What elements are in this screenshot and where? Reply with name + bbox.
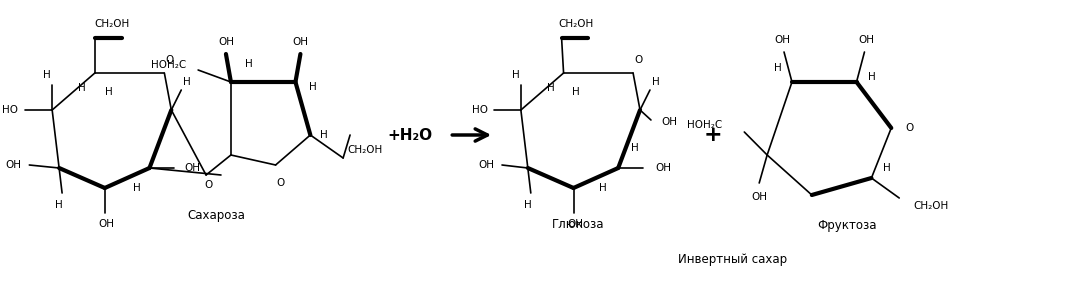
Text: H: H xyxy=(512,70,519,80)
Text: Глюкоза: Глюкоза xyxy=(553,218,605,231)
Text: OH: OH xyxy=(99,219,115,229)
Text: OH: OH xyxy=(568,219,584,229)
Text: H: H xyxy=(883,163,892,173)
Text: H: H xyxy=(572,87,579,97)
Text: CH₂OH: CH₂OH xyxy=(348,145,383,155)
Text: H: H xyxy=(55,200,63,210)
Text: H: H xyxy=(631,143,638,153)
Text: H: H xyxy=(547,83,555,93)
Text: CH₂OH: CH₂OH xyxy=(559,19,594,29)
Text: H: H xyxy=(524,200,532,210)
Text: H: H xyxy=(183,77,191,87)
Text: H: H xyxy=(321,130,328,140)
Text: Сахароза: Сахароза xyxy=(187,208,245,222)
Text: H: H xyxy=(245,59,252,69)
Text: H: H xyxy=(105,87,113,97)
Text: O: O xyxy=(634,55,642,65)
Text: +H₂O: +H₂O xyxy=(387,128,432,143)
Text: CH₂OH: CH₂OH xyxy=(94,19,130,29)
Text: HO: HO xyxy=(472,105,488,115)
Text: OH: OH xyxy=(661,117,677,127)
Text: O: O xyxy=(905,123,913,133)
Text: O: O xyxy=(165,55,174,65)
Text: Фруктоза: Фруктоза xyxy=(817,218,877,231)
Text: H: H xyxy=(868,72,876,82)
Text: HO: HO xyxy=(2,105,18,115)
Text: H: H xyxy=(775,63,782,73)
Text: OH: OH xyxy=(185,163,201,173)
Text: H: H xyxy=(43,70,52,80)
Text: O: O xyxy=(204,180,212,190)
Text: H: H xyxy=(78,83,86,93)
Text: HOH₂C: HOH₂C xyxy=(687,120,722,130)
Text: OH: OH xyxy=(858,35,874,45)
Text: CH₂OH: CH₂OH xyxy=(913,201,949,211)
Text: OH: OH xyxy=(751,192,767,202)
Text: OH: OH xyxy=(218,37,234,47)
Text: H: H xyxy=(133,183,141,193)
Text: OH: OH xyxy=(293,37,308,47)
Text: OH: OH xyxy=(655,163,671,173)
Text: H: H xyxy=(600,183,607,193)
Text: H: H xyxy=(309,82,318,92)
Text: +: + xyxy=(703,125,722,145)
Text: OH: OH xyxy=(479,160,494,170)
Text: O: O xyxy=(277,178,284,188)
Text: H: H xyxy=(652,77,660,87)
Text: OH: OH xyxy=(5,160,21,170)
Text: Инвертный сахар: Инвертный сахар xyxy=(678,254,787,266)
Text: HOH₂C: HOH₂C xyxy=(151,60,187,70)
Text: OH: OH xyxy=(774,35,790,45)
